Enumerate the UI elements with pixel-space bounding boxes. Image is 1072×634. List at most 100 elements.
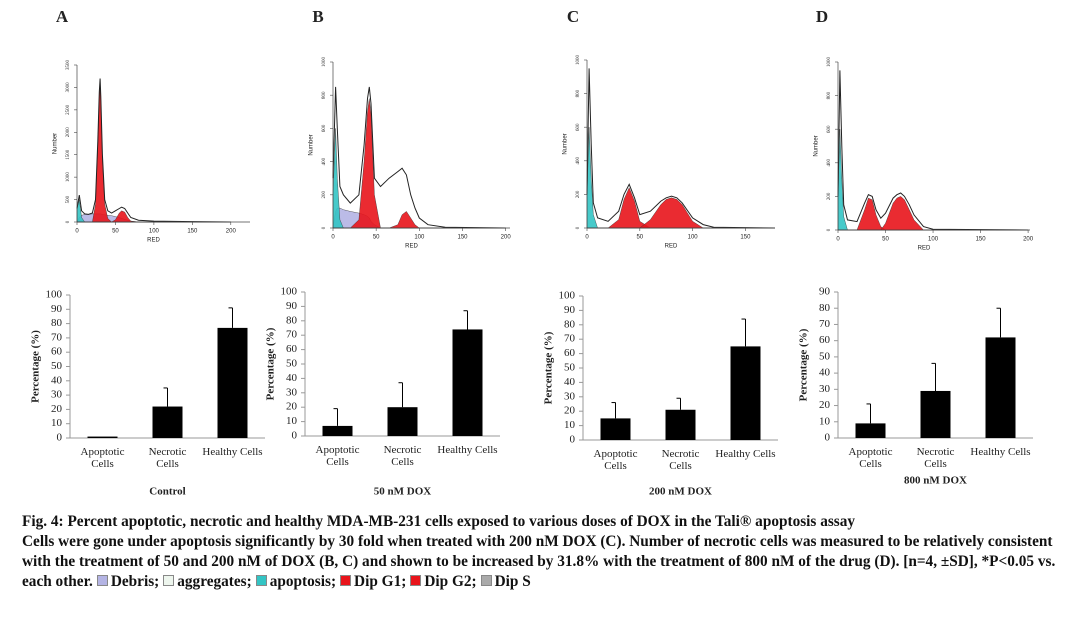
y-tick-label: 80	[564, 318, 576, 330]
x-tick-label: 150	[458, 235, 469, 241]
x-tick-label: Healthy Cells	[715, 448, 776, 460]
x-tick-label: 0	[331, 235, 335, 241]
x-tick-label: Apoptotic Cells	[315, 444, 360, 468]
y-tick-label: 200	[322, 191, 327, 199]
y-tick-label: 400	[322, 157, 327, 165]
x-tick-label: Necrotic Cells	[148, 446, 187, 470]
panel-label: C	[567, 7, 579, 26]
y-axis-label: Number	[53, 133, 59, 154]
y-axis-label: Number	[309, 134, 315, 155]
x-tick-label: Apoptotic Cells	[593, 448, 638, 472]
y-tick-label: 1000	[576, 55, 581, 66]
histogram-outline	[837, 70, 1029, 231]
bar	[665, 409, 696, 440]
y-tick-label: 20	[286, 401, 298, 413]
y-tick-label: 1000	[66, 172, 71, 183]
y-tick-label: 40	[51, 374, 63, 386]
legend-swatch	[96, 575, 108, 586]
x-tick-label: 0	[836, 237, 840, 243]
x-tick-label: 100	[688, 235, 699, 241]
histogram-area	[838, 197, 1029, 231]
x-tick-label: 100	[414, 235, 425, 241]
y-tick-label: 70	[286, 329, 298, 341]
x-tick-label: 50	[373, 235, 380, 241]
y-tick-label: 800	[322, 91, 327, 99]
y-tick-label: 60	[286, 343, 298, 355]
y-tick-label: 80	[51, 317, 63, 329]
y-tick-label: 10	[51, 417, 63, 429]
y-tick-label: 20	[819, 399, 831, 411]
x-tick-label: Healthy Cells	[437, 444, 498, 456]
y-tick-label: 600	[576, 123, 581, 131]
x-tick-label: 50	[882, 237, 889, 243]
x-axis-label: RED	[405, 244, 418, 250]
x-tick-label: 0	[585, 235, 589, 241]
bar	[217, 327, 248, 438]
legend: Debris; aggregates; apoptosis; Dip G1; Dip G…	[93, 573, 531, 590]
x-axis-label: 800 nM DOX	[904, 475, 967, 487]
y-tick-label: 90	[564, 304, 576, 316]
y-tick-label: 800	[576, 89, 581, 97]
y-tick-label: 60	[51, 346, 63, 358]
y-tick-label: 1000	[322, 57, 327, 68]
caption-title: Fig. 4: Percent apoptotic, necrotic and …	[22, 513, 856, 530]
y-tick-label: 20	[564, 405, 576, 417]
histogram-outline	[76, 78, 231, 223]
y-tick-label: 80	[819, 302, 831, 314]
legend-label: Debris;	[110, 573, 160, 590]
histogram-area	[333, 98, 506, 229]
x-tick-label: 200	[501, 235, 512, 241]
x-tick-label: 50	[636, 235, 643, 241]
y-tick-label: 30	[51, 389, 63, 401]
x-tick-label: 150	[976, 237, 987, 243]
panel-label: D	[816, 7, 828, 26]
y-tick-label: 0	[66, 220, 71, 223]
y-tick-label: 10	[819, 415, 831, 427]
y-tick-label: 1000	[827, 57, 832, 68]
y-tick-label: 50	[819, 350, 831, 362]
x-tick-label: Healthy Cells	[970, 446, 1031, 458]
legend-swatch	[480, 575, 492, 586]
y-tick-label: 200	[576, 190, 581, 198]
x-axis-label: 200 nM DOX	[649, 486, 712, 498]
y-tick-label: 100	[281, 286, 298, 298]
y-tick-label: 60	[564, 347, 576, 359]
histogram-area	[77, 82, 231, 223]
y-tick-label: 10	[286, 415, 298, 427]
legend-swatch	[340, 575, 352, 586]
y-tick-label: 800	[827, 91, 832, 99]
y-tick-label: 2000	[66, 127, 71, 138]
legend-swatch	[255, 575, 267, 586]
y-tick-label: 100	[559, 290, 576, 302]
y-tick-label: 200	[827, 192, 832, 200]
legend-swatch	[163, 575, 175, 586]
y-axis-label: Percentage (%)	[798, 328, 810, 401]
y-axis-label: Percentage (%)	[30, 330, 42, 403]
x-axis-label: 50 nM DOX	[374, 486, 432, 498]
y-tick-label: 0	[825, 432, 831, 444]
caption: Fig. 4: Percent apoptotic, necrotic and …	[22, 512, 1062, 592]
y-axis-label: Number	[563, 133, 569, 154]
y-tick-label: 30	[819, 383, 831, 395]
bar	[452, 329, 483, 436]
y-tick-label: 90	[51, 303, 63, 315]
y-tick-label: 1500	[66, 149, 71, 160]
x-tick-label: 150	[740, 235, 751, 241]
x-axis-label: RED	[147, 238, 160, 244]
bar	[87, 436, 118, 438]
y-tick-label: 90	[286, 300, 298, 312]
x-tick-label: Necrotic Cells	[916, 446, 955, 470]
bar	[985, 337, 1016, 438]
x-tick-label: 200	[226, 229, 237, 235]
x-tick-label: Healthy Cells	[202, 446, 263, 458]
y-tick-label: 3000	[66, 82, 71, 93]
y-tick-label: 0	[57, 432, 63, 444]
x-tick-label: Necrotic Cells	[661, 448, 700, 472]
y-tick-label: 60	[819, 334, 831, 346]
y-tick-label: 30	[286, 386, 298, 398]
x-tick-label: 150	[187, 229, 198, 235]
y-tick-label: 30	[564, 390, 576, 402]
y-tick-label: 0	[292, 430, 298, 442]
